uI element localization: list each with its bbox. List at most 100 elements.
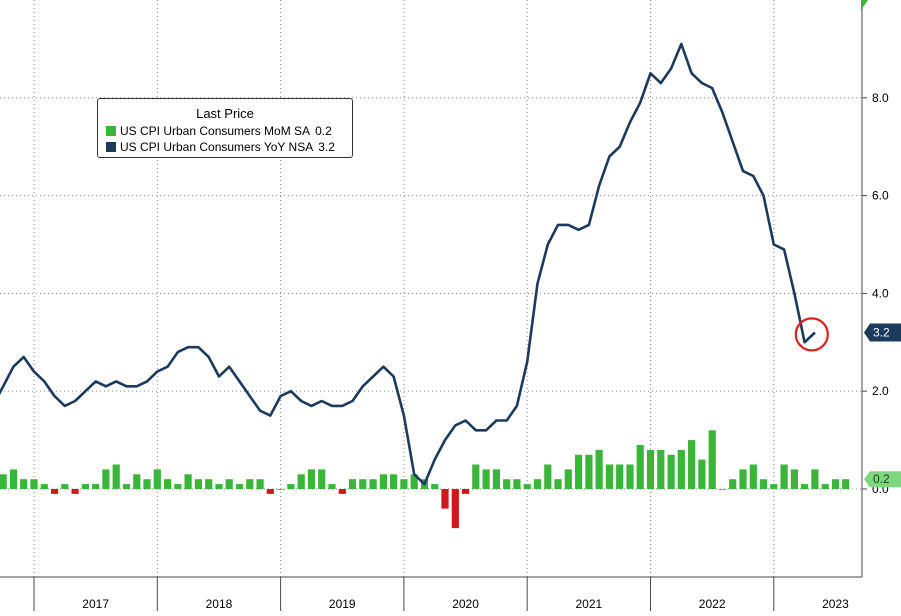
- mom-bar: [194, 479, 202, 489]
- mom-bar: [61, 484, 69, 489]
- mom-bar: [122, 484, 131, 489]
- mom-bar: [143, 479, 151, 489]
- mom-bar: [287, 484, 295, 489]
- mom-bar: [0, 474, 7, 489]
- y-tick-label: 2.0: [872, 384, 889, 398]
- yoy-line: [0, 42, 816, 486]
- mom-last-value-tag-label: 0.2: [873, 472, 890, 486]
- mom-bar: [246, 479, 254, 489]
- mom-bar: [441, 489, 449, 509]
- mom-bar: [205, 479, 213, 489]
- mom-bar: [431, 484, 439, 489]
- mom-bar: [92, 484, 100, 489]
- mom-bar: [20, 479, 28, 489]
- mom-bar: [801, 484, 809, 489]
- mom-bar: [102, 469, 110, 489]
- x-tick-label: 2020: [452, 597, 479, 611]
- legend-label-yoy: US CPI Urban Consumers YoY NSA: [120, 140, 314, 154]
- mom-bar: [410, 474, 418, 489]
- annotation-layer: [794, 317, 829, 352]
- x-tick-label: 2021: [575, 597, 602, 611]
- mom-bar: [831, 479, 840, 489]
- mom-bar: [770, 484, 778, 489]
- mom-bar: [533, 479, 542, 489]
- mom-bar: [164, 479, 172, 489]
- mom-bar: [462, 489, 470, 494]
- mom-bar: [30, 479, 38, 489]
- legend-value-yoy: 3.2: [318, 140, 335, 154]
- mom-bar: [554, 479, 562, 489]
- mom-bar: [677, 449, 685, 489]
- mom-bar: [225, 479, 233, 489]
- mom-bar: [585, 454, 593, 489]
- mom-bar: [174, 484, 182, 489]
- yoy-last-value-tag-bg: [864, 323, 901, 342]
- mom-bar: [513, 479, 521, 489]
- mom-bar: [81, 484, 89, 489]
- axis-top-marker: [861, 0, 868, 10]
- mom-bar: [636, 445, 644, 489]
- mom-bar: [605, 464, 613, 489]
- chart-legend: Last Price US CPI Urban Consumers MoM SA…: [97, 98, 353, 158]
- x-tick-label: 2022: [699, 597, 726, 611]
- legend-swatch-mom: [106, 126, 116, 136]
- mom-bar: [492, 469, 500, 489]
- mom-bar: [657, 449, 665, 489]
- mom-bar: [390, 474, 398, 489]
- legend-item-mom: US CPI Urban Consumers MoM SA 0.2: [106, 124, 332, 138]
- legend-label-mom: US CPI Urban Consumers MoM SA: [120, 124, 311, 138]
- mom-bar: [318, 469, 326, 489]
- x-tick-label: 2017: [82, 597, 109, 611]
- mom-bar: [451, 489, 459, 529]
- mom-bar: [482, 469, 490, 489]
- mom-bar: [277, 489, 285, 490]
- mom-bar: [307, 469, 315, 489]
- mom-bar: [749, 464, 757, 489]
- mom-bar: [379, 474, 387, 489]
- y-tick-label: 8.0: [872, 91, 889, 105]
- mom-bar: [40, 484, 48, 489]
- mom-bar: [790, 469, 798, 489]
- mom-bar: [842, 479, 850, 489]
- mom-last-value-tag: 0.2: [864, 471, 901, 488]
- mom-bar: [698, 459, 706, 489]
- mom-bar: [575, 454, 583, 489]
- mom-bar: [472, 464, 480, 489]
- mom-bar: [215, 484, 223, 489]
- mom-bar: [626, 464, 634, 489]
- mom-bar: [297, 474, 305, 489]
- grid-layer: [0, 0, 862, 577]
- mom-bar: [616, 464, 624, 489]
- legend-item-yoy: US CPI Urban Consumers YoY NSA 3.2: [106, 140, 335, 154]
- y-tick-label: 6.0: [872, 189, 889, 203]
- mom-bar: [133, 474, 141, 489]
- yoy-line-layer: [0, 42, 816, 486]
- mom-bar: [523, 484, 531, 489]
- mom-bar: [266, 489, 274, 494]
- mom-bar: [739, 469, 747, 489]
- mom-bar: [759, 479, 768, 489]
- mom-bar: [780, 464, 788, 489]
- mom-bar: [71, 489, 79, 494]
- legend-value-mom: 0.2: [315, 124, 332, 138]
- x-tick-label: 2018: [206, 597, 233, 611]
- legend-swatch-yoy: [106, 142, 116, 152]
- mom-bar: [544, 464, 552, 489]
- mom-bar: [369, 479, 377, 489]
- yoy-last-value-tag-label: 3.2: [873, 326, 890, 340]
- mom-last-value-tag-bg: [864, 471, 901, 488]
- highlight-circle: [794, 317, 829, 352]
- mom-bar: [708, 430, 716, 489]
- yoy-last-value-tag: 3.2: [864, 323, 901, 342]
- mom-bar: [718, 489, 726, 490]
- mom-bar: [595, 449, 603, 489]
- mom-bar: [564, 469, 572, 489]
- mom-bar: [348, 479, 357, 489]
- legend-title: Last Price: [196, 106, 254, 121]
- mom-bar: [811, 469, 819, 489]
- mom-bar: [9, 469, 18, 489]
- mom-bar: [184, 474, 192, 489]
